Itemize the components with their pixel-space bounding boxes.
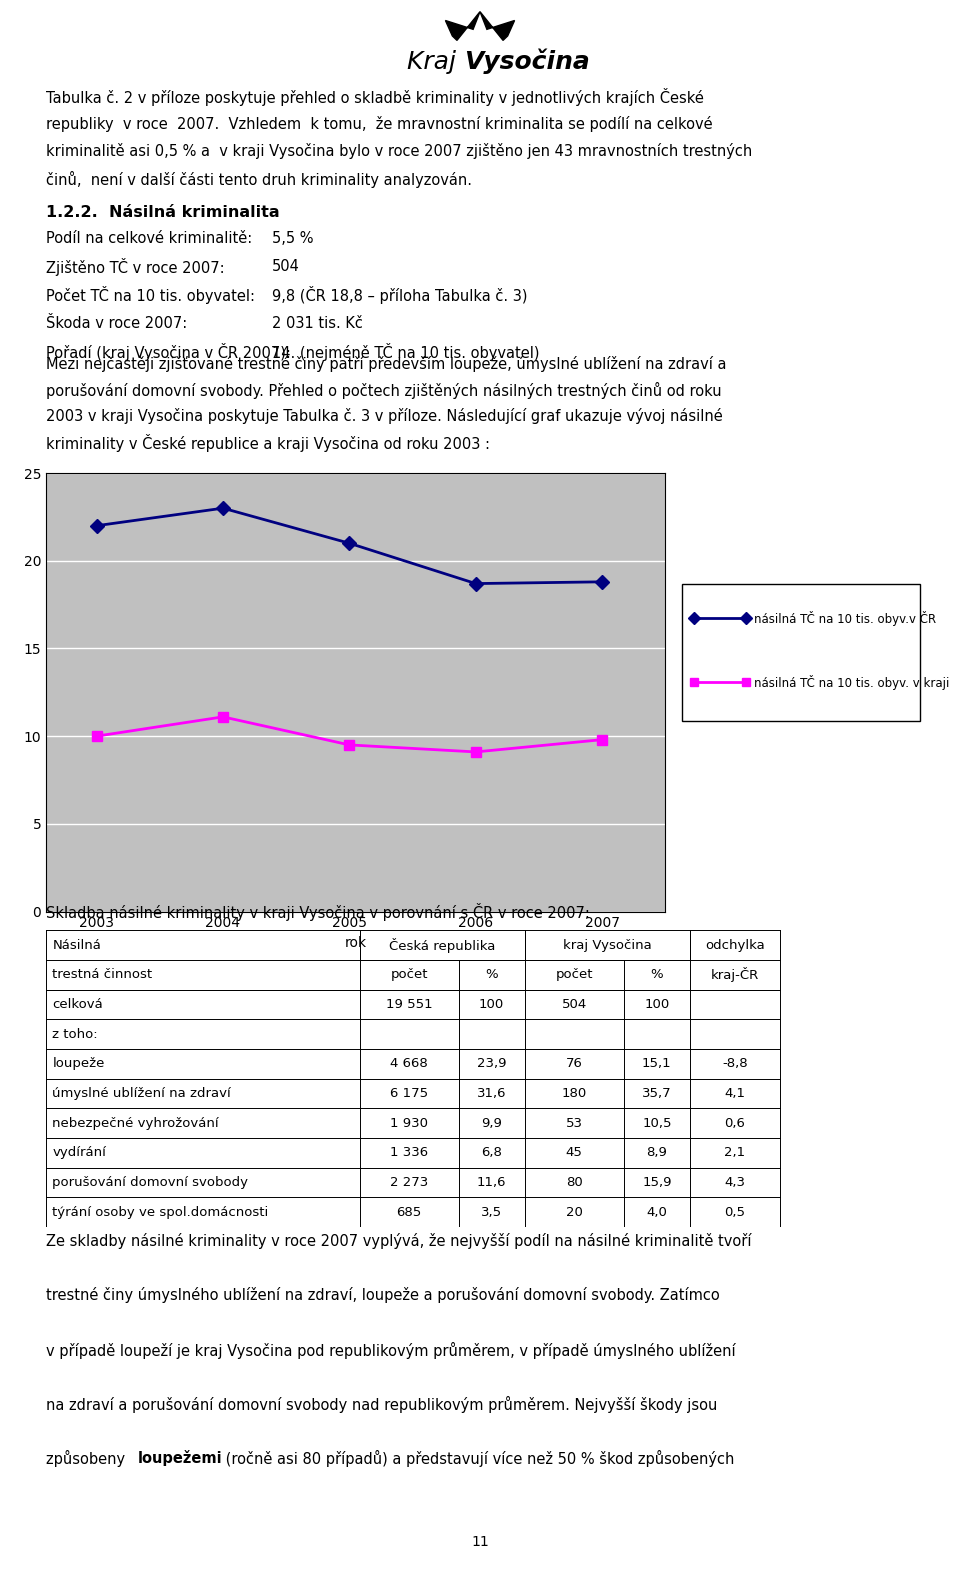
Text: 2 031 tis. Kč: 2 031 tis. Kč xyxy=(272,315,363,331)
Text: 4,1: 4,1 xyxy=(725,1087,746,1101)
Text: trestná činnost: trestná činnost xyxy=(52,968,153,981)
Text: Mezi nejčastěji zjišťované trestné činy patří především loupeže, úmyslné ublížen: Mezi nejčastěji zjišťované trestné činy … xyxy=(46,356,727,372)
Text: způsobeny: způsobeny xyxy=(46,1451,130,1467)
X-axis label: rok: rok xyxy=(345,935,367,949)
Text: Kraj: Kraj xyxy=(407,49,465,74)
Text: Škoda v roce 2007:: Škoda v roce 2007: xyxy=(46,315,187,331)
Text: 11,6: 11,6 xyxy=(477,1176,507,1189)
Text: z toho:: z toho: xyxy=(52,1028,98,1041)
Text: nebezpečné vyhrožování: nebezpečné vyhrožování xyxy=(52,1117,219,1129)
Text: 0,6: 0,6 xyxy=(725,1117,745,1129)
Text: 15,9: 15,9 xyxy=(642,1176,672,1189)
Polygon shape xyxy=(480,11,515,41)
Text: Česká republika: Česká republika xyxy=(389,938,495,953)
Text: 23,9: 23,9 xyxy=(477,1057,507,1071)
Text: 1.2.2.  Násilná kriminalita: 1.2.2. Násilná kriminalita xyxy=(46,205,279,221)
Text: Ze skladby násilné kriminality v roce 2007 vyplývá, že nejvyšší podíl na násilné: Ze skladby násilné kriminality v roce 20… xyxy=(46,1233,752,1249)
Text: trestné činy úmyslného ublížení na zdraví, loupeže a porušování domovní svobody.: trestné činy úmyslného ublížení na zdrav… xyxy=(46,1287,720,1304)
Text: týrání osoby ve spol.domácnosti: týrání osoby ve spol.domácnosti xyxy=(52,1205,269,1219)
Text: 19 551: 19 551 xyxy=(386,998,432,1011)
Text: odchylka: odchylka xyxy=(705,938,765,953)
Text: 10,5: 10,5 xyxy=(642,1117,672,1129)
Text: Násilná: Násilná xyxy=(52,938,101,953)
Text: 11: 11 xyxy=(471,1536,489,1549)
Text: na zdraví a porušování domovní svobody nad republikovým průměrem. Nejvyšší škody: na zdraví a porušování domovní svobody n… xyxy=(46,1396,717,1413)
Text: 1 930: 1 930 xyxy=(390,1117,428,1129)
Text: celková: celková xyxy=(52,998,103,1011)
Text: Počet TČ na 10 tis. obyvatel:: Počet TČ na 10 tis. obyvatel: xyxy=(46,285,255,304)
Text: 100: 100 xyxy=(479,998,504,1011)
Text: 6,8: 6,8 xyxy=(481,1146,502,1159)
Text: počet: počet xyxy=(391,968,428,981)
Text: 15,1: 15,1 xyxy=(642,1057,672,1071)
Text: porušování domovní svobody: porušování domovní svobody xyxy=(52,1176,249,1189)
Text: 3,5: 3,5 xyxy=(481,1205,502,1219)
Text: činů,  není v další části tento druh kriminality analyzován.: činů, není v další části tento druh krim… xyxy=(46,170,472,188)
Text: kriminality v České republice a kraji Vysočina od roku 2003 :: kriminality v České republice a kraji Vy… xyxy=(46,434,490,453)
Text: způsobeny: způsobeny xyxy=(46,1451,130,1467)
Text: 4,3: 4,3 xyxy=(725,1176,746,1189)
Text: násilná TČ na 10 tis. obyv. v kraji: násilná TČ na 10 tis. obyv. v kraji xyxy=(754,675,948,689)
Text: Skladba násilné kriminality v kraji Vysočina v porovnání s ČR v roce 2007:: Skladba násilné kriminality v kraji Vyso… xyxy=(46,902,590,921)
Text: 1 336: 1 336 xyxy=(390,1146,428,1159)
Text: 6 175: 6 175 xyxy=(390,1087,428,1101)
Text: kriminalitě asi 0,5 % a  v kraji Vysočina bylo v roce 2007 zjištěno jen 43 mravn: kriminalitě asi 0,5 % a v kraji Vysočina… xyxy=(46,144,753,159)
Text: 14. (nejméně TČ na 10 tis. obyvatel): 14. (nejméně TČ na 10 tis. obyvatel) xyxy=(272,342,540,361)
Polygon shape xyxy=(445,11,480,41)
Text: násilná TČ na 10 tis. obyv.v ČR: násilná TČ na 10 tis. obyv.v ČR xyxy=(754,610,936,626)
Text: 4 668: 4 668 xyxy=(390,1057,428,1071)
Text: (ročně asi 80 případů) a představují více než 50 % škod způsobených: (ročně asi 80 případů) a představují víc… xyxy=(221,1451,734,1467)
Text: 504: 504 xyxy=(562,998,587,1011)
Text: kraj-ČR: kraj-ČR xyxy=(710,967,759,982)
Text: Vysočina: Vysočina xyxy=(465,49,590,74)
Text: loupeže: loupeže xyxy=(52,1057,105,1071)
Text: 2,1: 2,1 xyxy=(725,1146,746,1159)
Text: 8,9: 8,9 xyxy=(646,1146,667,1159)
Text: %: % xyxy=(651,968,663,981)
Text: 2003 v kraji Vysočina poskytuje Tabulka č. 3 v příloze. Následující graf ukazuje: 2003 v kraji Vysočina poskytuje Tabulka … xyxy=(46,408,723,424)
Text: počet: počet xyxy=(556,968,593,981)
Text: v případě loupeží je kraj Vysočina pod republikovým průměrem, v případě úmyslnéh: v případě loupeží je kraj Vysočina pod r… xyxy=(46,1342,735,1359)
Text: Tabulka č. 2 v příloze poskytuje přehled o skladbě kriminality v jednotlivých kr: Tabulka č. 2 v příloze poskytuje přehled… xyxy=(46,88,704,106)
Text: 5,5 %: 5,5 % xyxy=(272,230,313,246)
Text: 9,8 (ČR 18,8 – příloha Tabulka č. 3): 9,8 (ČR 18,8 – příloha Tabulka č. 3) xyxy=(272,285,527,304)
Text: loupežemi: loupežemi xyxy=(138,1451,223,1467)
Text: %: % xyxy=(486,968,498,981)
Text: 76: 76 xyxy=(565,1057,583,1071)
Text: 0,5: 0,5 xyxy=(725,1205,746,1219)
Text: 100: 100 xyxy=(644,998,669,1011)
Text: 53: 53 xyxy=(565,1117,583,1129)
Text: vydírání: vydírání xyxy=(52,1146,107,1159)
Text: 20: 20 xyxy=(565,1205,583,1219)
Text: republiky  v roce  2007.  Vzhledem  k tomu,  že mravnostní kriminalita se podílí: republiky v roce 2007. Vzhledem k tomu, … xyxy=(46,115,712,132)
Text: porušování domovní svobody. Přehled o počtech zjištěných násilných trestných čin: porušování domovní svobody. Přehled o po… xyxy=(46,382,722,399)
Text: kraj Vysočina: kraj Vysočina xyxy=(563,938,652,953)
Text: 685: 685 xyxy=(396,1205,421,1219)
Text: 180: 180 xyxy=(562,1087,587,1101)
Text: 4,0: 4,0 xyxy=(646,1205,667,1219)
Text: 45: 45 xyxy=(565,1146,583,1159)
Text: 9,9: 9,9 xyxy=(481,1117,502,1129)
Text: Pořadí (kraj Vysočina v ČR 2007):: Pořadí (kraj Vysočina v ČR 2007): xyxy=(46,342,291,361)
Text: 31,6: 31,6 xyxy=(477,1087,507,1101)
Text: 504: 504 xyxy=(272,259,300,274)
Text: úmyslné ublížení na zdraví: úmyslné ublížení na zdraví xyxy=(52,1087,231,1101)
Text: 80: 80 xyxy=(565,1176,583,1189)
Text: -8,8: -8,8 xyxy=(722,1057,748,1071)
Text: 35,7: 35,7 xyxy=(642,1087,672,1101)
Text: 2 273: 2 273 xyxy=(390,1176,428,1189)
Text: Podíl na celkové kriminalitě:: Podíl na celkové kriminalitě: xyxy=(46,230,252,246)
Text: Zjištěno TČ v roce 2007:: Zjištěno TČ v roce 2007: xyxy=(46,257,225,276)
